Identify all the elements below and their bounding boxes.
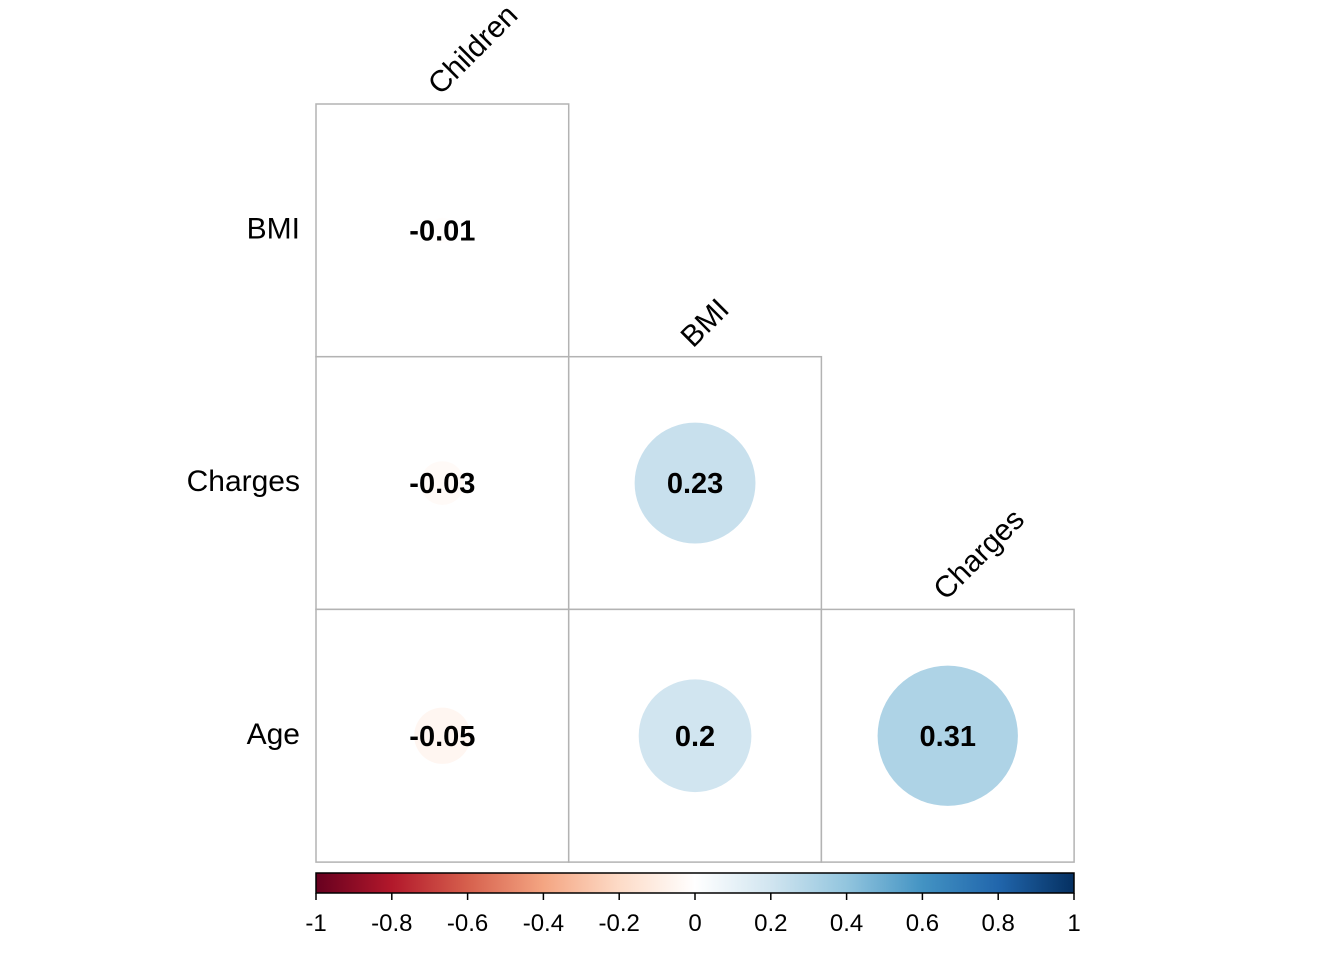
correlation-value-label: -0.03 [409, 468, 475, 500]
correlation-circle [877, 665, 1018, 806]
matrix-cell: 0.2 [567, 608, 823, 863]
colorbar-tick-label: 0.8 [982, 910, 1015, 937]
column-label: Children [422, 0, 524, 101]
colorbar-tick-label: 0 [688, 910, 701, 937]
colorbar-tick-label: 0.4 [830, 910, 863, 937]
correlation-circle [638, 679, 752, 793]
colorbar-tick-label: 1 [1067, 910, 1080, 937]
correlation-value-label: 0.23 [667, 468, 723, 500]
colorbar: -1 -0.8 -0.6 -0.4 -0.2 0 0.2 0.4 0.6 0.8 1 [305, 872, 1081, 937]
correlation-circle [634, 422, 756, 544]
matrix-cell: -0.03 [315, 355, 570, 611]
matrix-cell: 0.31 [820, 608, 1075, 863]
matrix-cell: -0.01 [315, 103, 570, 358]
correlation-circle [429, 217, 455, 243]
matrix-cells: -0.01 -0.03 0.23 -0.05 0.2 0.31 [315, 103, 1075, 863]
correlation-value-label: 0.2 [675, 721, 715, 753]
colorbar-tick-label: -1 [305, 910, 326, 937]
colorbar-tick-label: -0.6 [447, 910, 488, 937]
column-label: BMI [675, 293, 736, 354]
correlation-circle [414, 707, 471, 764]
matrix-cell: -0.05 [315, 608, 570, 863]
correlation-value-label: 0.31 [920, 721, 976, 753]
colorbar-tick-label: 0.2 [754, 910, 787, 937]
correlation-circle [420, 461, 465, 505]
row-label: Age [247, 718, 300, 751]
colorbar-tick-label: -0.8 [371, 910, 412, 937]
row-label: Charges [187, 465, 300, 498]
row-label: BMI [247, 212, 300, 245]
correlation-value-label: -0.01 [409, 215, 475, 247]
colorbar-tick-label: -0.2 [599, 910, 640, 937]
matrix-cell: 0.23 [567, 355, 823, 611]
correlation-value-label: -0.05 [409, 721, 475, 753]
column-label: Charges [927, 503, 1031, 607]
colorbar-tick-label: -0.4 [523, 910, 564, 937]
colorbar-tick-label: 0.6 [906, 910, 939, 937]
colorbar-gradient [315, 872, 1075, 894]
